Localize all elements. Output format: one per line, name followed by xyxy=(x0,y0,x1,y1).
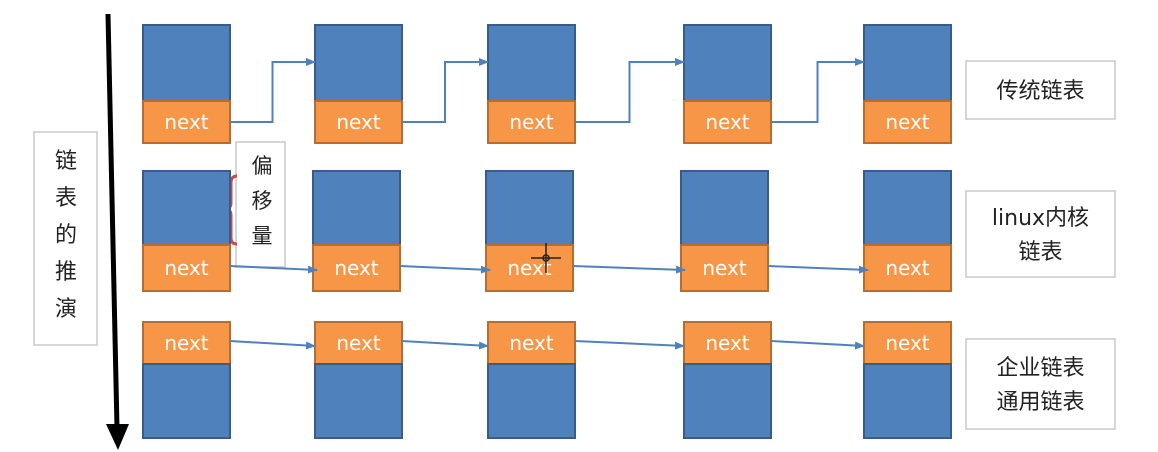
node-traditional-2: next xyxy=(315,25,402,143)
link-arrow xyxy=(573,266,685,270)
link-arrow xyxy=(230,341,315,346)
node-data-field xyxy=(488,364,575,438)
next-label: next xyxy=(336,110,380,134)
row-label-line: linux内核 xyxy=(992,206,1089,231)
node-data-field xyxy=(315,25,402,101)
link-arrow xyxy=(400,266,490,270)
node-data-field xyxy=(864,25,951,101)
next-label: next xyxy=(509,331,553,355)
next-label: next xyxy=(705,110,749,134)
row-label-line: 链表 xyxy=(1018,240,1062,265)
evolution-arrow xyxy=(106,14,129,450)
side-label-char: 的 xyxy=(55,223,77,248)
node-data-field xyxy=(681,171,768,245)
next-label: next xyxy=(705,331,749,355)
link-arrow xyxy=(575,62,684,122)
node-traditional-4: next xyxy=(684,25,771,143)
link-arrow xyxy=(402,341,488,346)
node-enterprise-3: next xyxy=(488,322,575,438)
link-arrow xyxy=(402,62,488,122)
node-linux-kernel-4: next xyxy=(681,171,768,291)
node-data-field xyxy=(864,171,951,245)
offset-label-char: 量 xyxy=(252,224,273,248)
node-enterprise-2: next xyxy=(315,322,402,438)
node-data-field xyxy=(488,25,575,101)
node-data-field xyxy=(486,171,573,245)
link-arrow xyxy=(771,62,864,122)
node-linux-kernel-1: next xyxy=(143,171,230,291)
next-label: next xyxy=(702,256,746,280)
next-label: next xyxy=(885,256,929,280)
node-enterprise-1: next xyxy=(143,322,230,438)
side-label-char: 推 xyxy=(55,260,77,285)
next-label: next xyxy=(164,331,208,355)
link-arrow xyxy=(768,266,868,270)
node-data-field xyxy=(315,364,402,438)
next-label: next xyxy=(507,256,551,280)
offset-label: 偏移量 xyxy=(224,142,285,267)
node-data-field xyxy=(864,364,951,438)
offset-label-char: 移 xyxy=(252,189,273,213)
row-label-line: 企业链表 xyxy=(996,356,1084,381)
row-label-traditional: 传统链表 xyxy=(966,61,1115,119)
node-data-field xyxy=(143,171,230,245)
next-label: next xyxy=(164,110,208,134)
node-data-field xyxy=(684,364,771,438)
link-arrow xyxy=(771,341,864,346)
node-linux-kernel-3: next xyxy=(486,171,573,291)
offset-label-char: 偏 xyxy=(252,154,273,178)
next-label: next xyxy=(164,256,208,280)
row-label-line: 通用链表 xyxy=(996,390,1084,415)
next-label: next xyxy=(509,110,553,134)
node-linux-kernel-2: next xyxy=(313,171,400,291)
next-label: next xyxy=(885,331,929,355)
next-label: next xyxy=(336,331,380,355)
next-label: next xyxy=(334,256,378,280)
node-data-field xyxy=(143,25,230,101)
node-data-field xyxy=(143,364,230,438)
link-arrow xyxy=(230,62,315,122)
node-data-field xyxy=(684,25,771,101)
side-label-char: 链 xyxy=(55,149,77,174)
side-label-char: 表 xyxy=(55,186,77,211)
next-label: next xyxy=(885,110,929,134)
node-enterprise-4: next xyxy=(684,322,771,438)
side-label-char: 演 xyxy=(55,297,77,322)
node-traditional-5: next xyxy=(864,25,951,143)
node-linux-kernel-5: next xyxy=(864,171,951,291)
row-label-line: 传统链表 xyxy=(996,79,1084,104)
node-enterprise-5: next xyxy=(864,322,951,438)
link-arrow xyxy=(575,341,684,346)
node-traditional-1: next xyxy=(143,25,230,143)
node-data-field xyxy=(313,171,400,245)
node-traditional-3: next xyxy=(488,25,575,143)
